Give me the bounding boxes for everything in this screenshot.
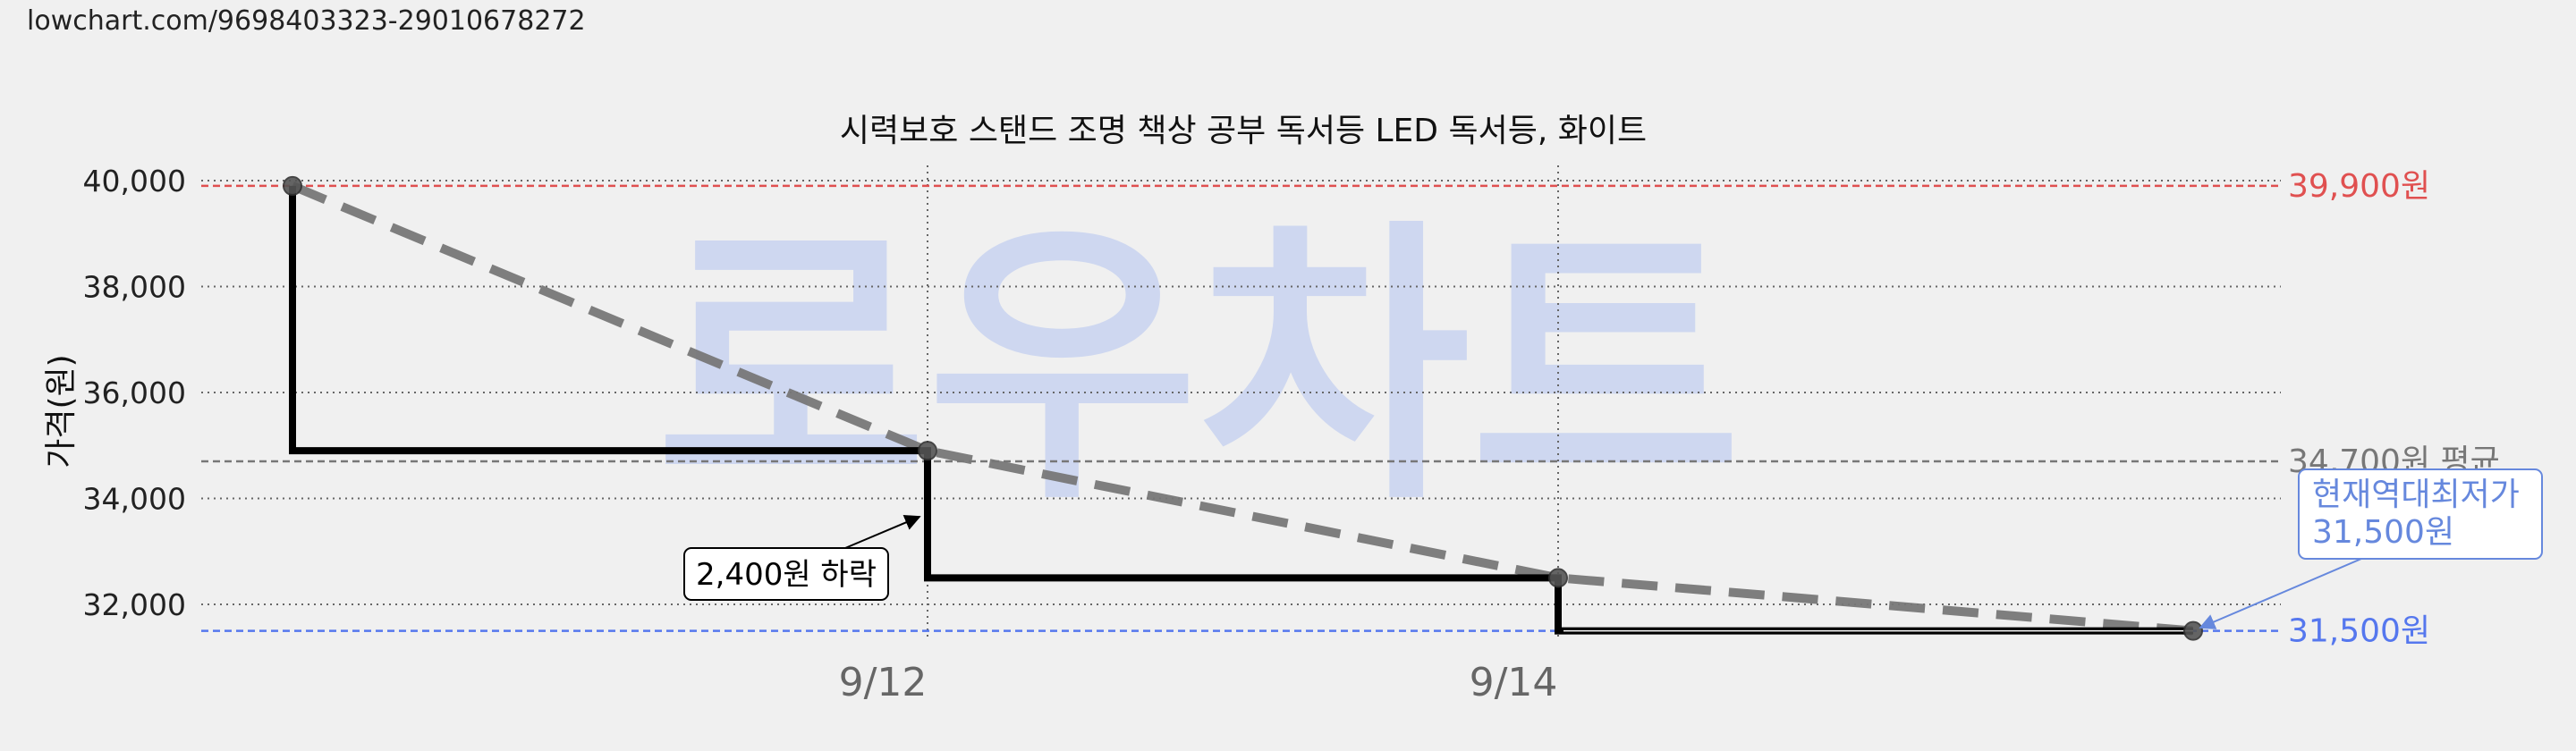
axis-ticks: 32,000 34,000 36,000 38,000 40,000 9/12 9/14 (83, 164, 1558, 705)
lowest-price-line2: 31,500원 (2312, 514, 2454, 551)
lowest-price-line1: 현재역대최저가 (2312, 477, 2520, 513)
lowest-price-arrow (2199, 558, 2362, 629)
series-layer (283, 175, 2203, 641)
data-point-marker (2183, 620, 2203, 641)
y-tick-label: 38,000 (83, 270, 186, 305)
max-reference-label: 39,900원 (2288, 168, 2430, 205)
data-point-marker (1548, 568, 1568, 588)
x-tick-label: 9/12 (839, 660, 928, 705)
y-axis-label: 가격(원) (43, 354, 80, 468)
trend-dashed-line (291, 181, 2194, 636)
min-reference-label: 31,500원 (2288, 613, 2430, 650)
source-url: lowchart.com/9698403323-29010678272 (27, 5, 586, 37)
x-tick-label: 9/14 (1470, 660, 1558, 705)
lowest-price-box (2298, 468, 2543, 560)
watermark: 로우차트 (656, 196, 1741, 539)
chart-title: 시력보호 스탠드 조명 책상 공부 독서등 LED 독서등, 화이트 (840, 113, 1647, 149)
data-point-marker (918, 441, 937, 461)
drop-annotation-text: 2,400원 하락 (696, 557, 877, 593)
drop-annotation-box (683, 547, 889, 601)
price-step-line (289, 185, 2193, 635)
y-tick-label: 34,000 (83, 482, 186, 517)
y-tick-label: 32,000 (83, 587, 186, 622)
data-point-marker (283, 175, 302, 196)
y-tick-label: 36,000 (83, 376, 186, 410)
drop-annotation-arrow (844, 515, 921, 549)
y-tick-label: 40,000 (83, 164, 186, 198)
